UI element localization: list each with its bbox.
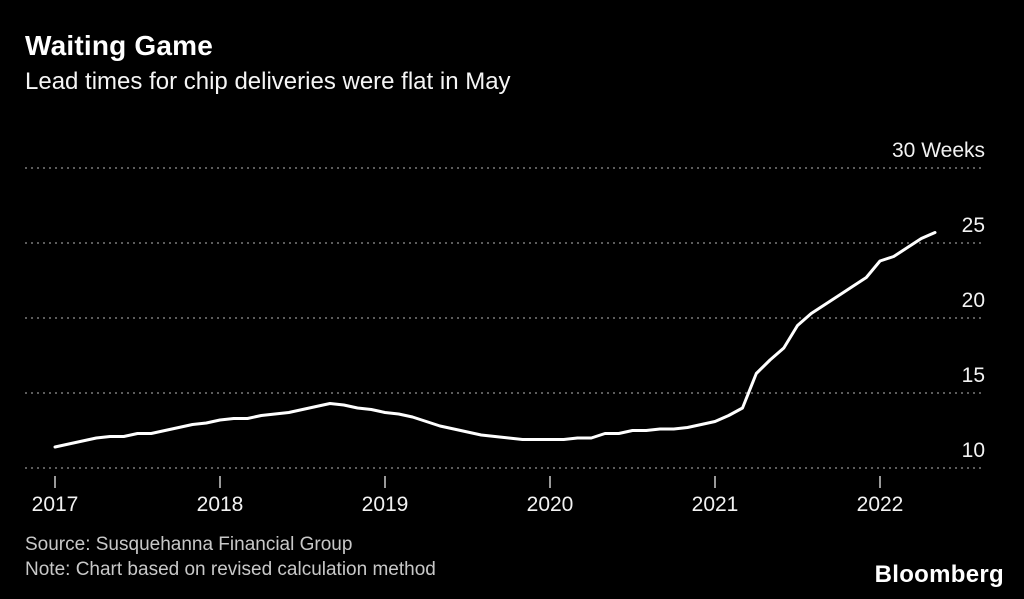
y-tick-label-10: 10	[961, 439, 985, 462]
bloomberg-logo: Bloomberg	[874, 561, 1004, 588]
x-tick-label-2019: 2019	[361, 493, 409, 516]
y-tick-label-30: 30 Weeks	[892, 139, 985, 162]
series-line-lead-times	[53, 231, 937, 449]
x-tick-label-2022: 2022	[856, 493, 904, 516]
chart-subtitle: Lead times for chip deliveries were flat…	[25, 68, 511, 95]
chart-title: Waiting Game	[25, 30, 214, 61]
y-tick-label-15: 15	[961, 364, 985, 387]
y-tick-label-25: 25	[961, 214, 985, 237]
x-tick-label-2020: 2020	[526, 493, 574, 516]
note-text: Note: Chart based on revised calculation…	[25, 559, 436, 580]
y-tick-label-20: 20	[961, 289, 985, 312]
x-tick-label-2017: 2017	[31, 493, 79, 516]
x-tick-label-2018: 2018	[196, 493, 244, 516]
source-text: Source: Susquehanna Financial Group	[25, 534, 353, 555]
x-tick-label-2021: 2021	[691, 493, 739, 516]
